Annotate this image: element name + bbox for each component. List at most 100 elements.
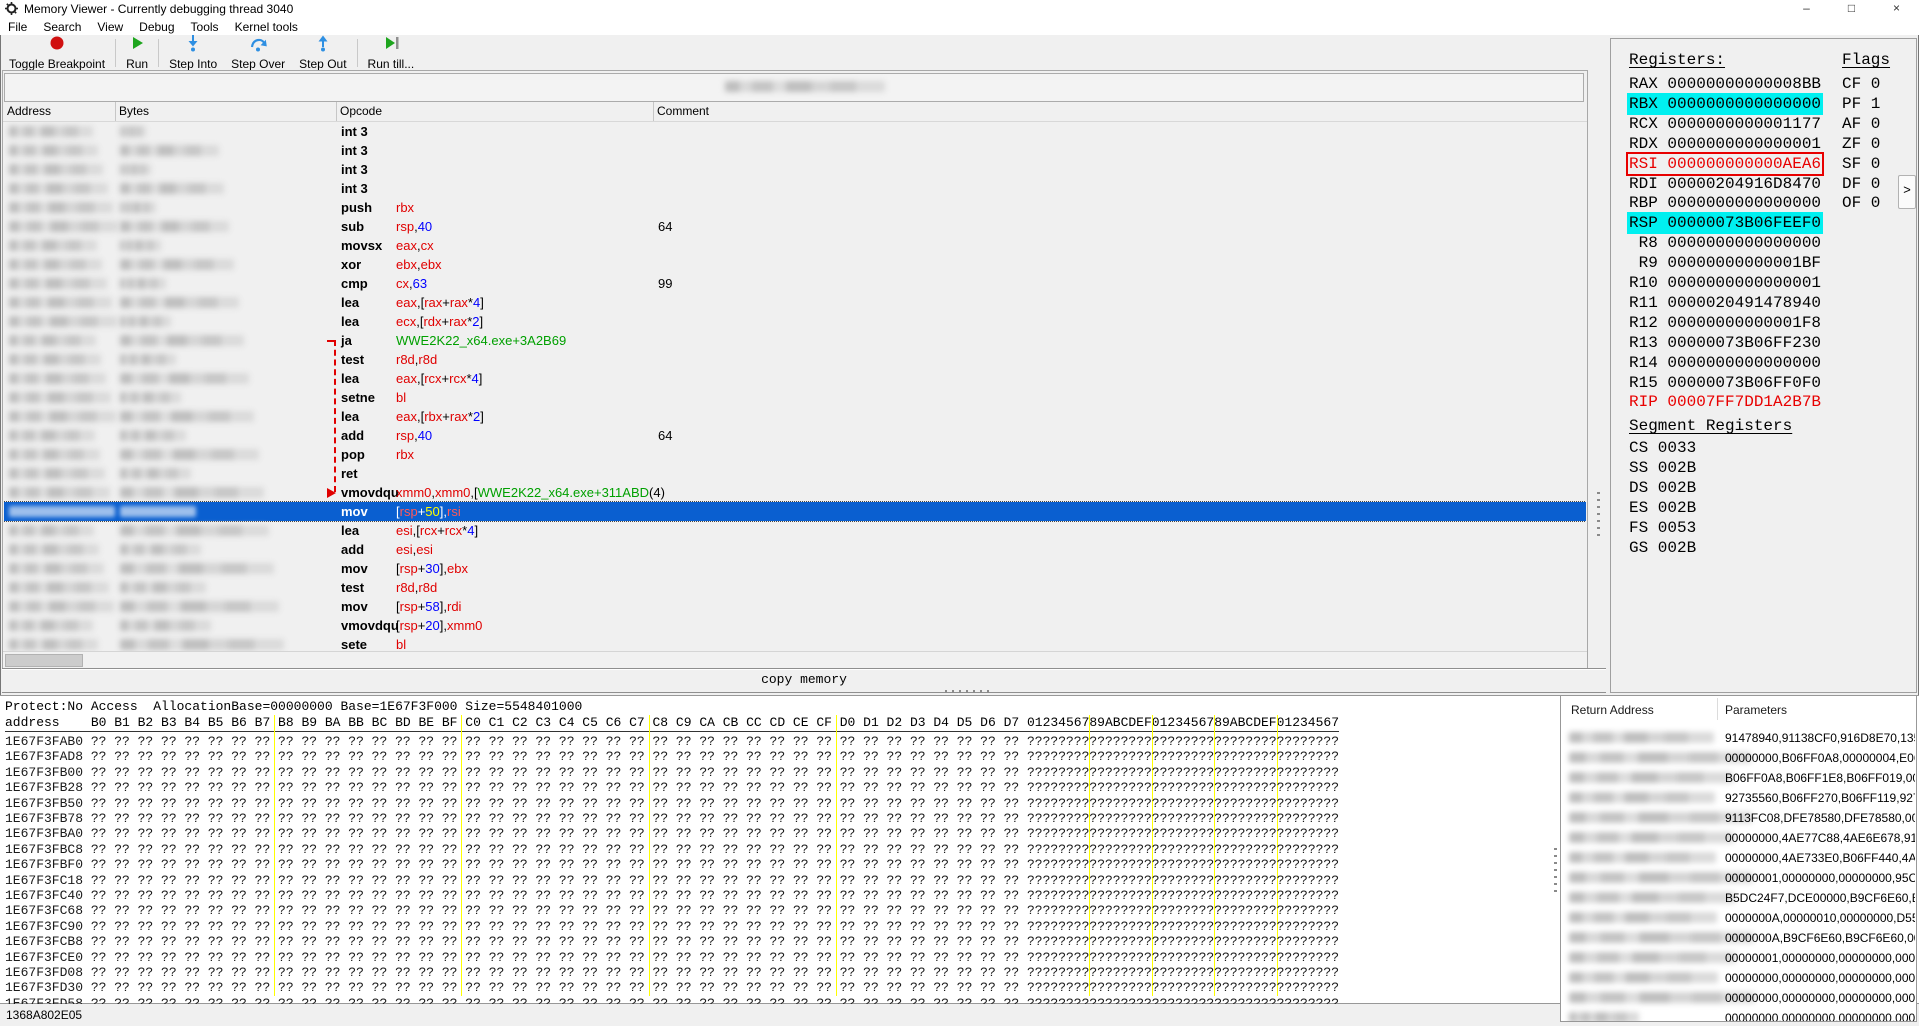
stack-row[interactable]: 00000000,00000000,00000000,0000... — [1561, 969, 1916, 989]
toolbar-button-step-over[interactable]: Step Over — [224, 36, 292, 71]
minimize-button[interactable]: – — [1803, 1, 1810, 15]
column-separator[interactable] — [653, 102, 654, 121]
register-row[interactable]: RBX 0000000000000000 — [1629, 94, 1822, 113]
memory-row[interactable]: 1E67F3FCB8 ?? ?? ?? ?? ?? ?? ?? ?? ?? ??… — [5, 934, 1339, 949]
register-row[interactable]: RDX 0000000000000001 — [1629, 135, 1821, 153]
stack-row[interactable]: 00000000,4AE733E0,B06FF440,4AE... — [1561, 849, 1916, 869]
memory-row[interactable]: 1E67F3FB00 ?? ?? ?? ?? ?? ?? ?? ?? ?? ??… — [5, 765, 1339, 780]
stack-row[interactable]: 0000000A,B9CF6E60,B9CF6E60,00... — [1561, 929, 1916, 949]
disasm-row[interactable]: add esi,esi — [4, 540, 1586, 559]
disasm-row[interactable]: xor ebx,ebx — [4, 255, 1586, 274]
segment-row[interactable]: ES 002B — [1629, 499, 1697, 517]
memory-row[interactable]: 1E67F3FD58 ?? ?? ?? ?? ?? ?? ?? ?? ?? ??… — [5, 996, 1339, 1004]
column-header-return-address[interactable]: Return Address — [1571, 703, 1654, 717]
memory-row[interactable]: 1E67F3FAB0 ?? ?? ?? ?? ?? ?? ?? ?? ?? ??… — [5, 734, 1339, 749]
stack-row[interactable]: 00000000,4AE77C88,4AE6E678,91... — [1561, 829, 1916, 849]
segment-row[interactable]: DS 002B — [1629, 479, 1697, 497]
menu-item-debug[interactable]: Debug — [139, 19, 175, 34]
stack-row[interactable]: 91478940,91138CF0,916D8E70,135... — [1561, 729, 1916, 749]
disasm-row[interactable]: cmp cx,63 99 — [4, 274, 1586, 293]
memory-row[interactable]: 1E67F3FC90 ?? ?? ?? ?? ?? ?? ?? ?? ?? ??… — [5, 919, 1339, 934]
column-header-comment[interactable]: Comment — [657, 104, 710, 118]
toolbar-button-run[interactable]: Run — [119, 36, 155, 71]
register-row[interactable]: R11 0000020491478940 — [1629, 294, 1821, 312]
register-row[interactable]: RDI 00000204916D8470 — [1629, 175, 1821, 193]
register-row[interactable]: RAX 00000000000008BB — [1629, 75, 1821, 93]
stack-row[interactable]: 9113FC08,DFE78580,DFE78580,000... — [1561, 809, 1916, 829]
column-separator[interactable] — [336, 102, 337, 121]
disasm-row[interactable]: add rsp,40 64 — [4, 426, 1586, 445]
stack-row[interactable]: 0000000A,00000010,00000000,D55... — [1561, 909, 1916, 929]
stack-row[interactable]: 00000000,00000000,00000000,0000... — [1561, 989, 1916, 1009]
register-row[interactable]: RSP 00000073B06FEEF0 — [1629, 214, 1822, 233]
memory-row[interactable]: 1E67F3FB78 ?? ?? ?? ?? ?? ?? ?? ?? ?? ??… — [5, 811, 1339, 826]
disasm-row[interactable]: ja WWE2K22_x64.exe+3A2B69 — [4, 331, 1586, 350]
disasm-row[interactable]: lea eax,[rax+rax*4] — [4, 293, 1586, 312]
disasm-row[interactable]: int 3 — [4, 160, 1586, 179]
menu-item-search[interactable]: Search — [43, 19, 82, 34]
flag-row[interactable]: SF 0 — [1842, 154, 1881, 173]
toolbar-button-step-into[interactable]: Step Into — [162, 35, 224, 71]
menu-item-view[interactable]: View — [97, 19, 124, 34]
disasm-row[interactable]: lea eax,[rbx+rax*2] — [4, 407, 1586, 426]
register-row[interactable]: R13 00000073B06FF230 — [1629, 334, 1821, 352]
toolbar-button-step-out[interactable]: Step Out — [292, 35, 353, 71]
column-header-address[interactable]: Address — [7, 104, 52, 118]
register-row[interactable]: R9 00000000000001BF — [1629, 254, 1821, 272]
register-row[interactable]: R15 00000073B06FF0F0 — [1629, 374, 1821, 392]
disasm-row[interactable]: int 3 — [4, 122, 1586, 141]
disasm-row[interactable]: ret — [4, 464, 1586, 483]
disasm-row[interactable]: movsx eax,cx — [4, 236, 1586, 255]
register-row[interactable]: R8 0000000000000000 — [1629, 234, 1821, 252]
flag-row[interactable]: AF 0 — [1842, 114, 1881, 133]
segment-row[interactable]: SS 002B — [1629, 459, 1697, 477]
memory-row[interactable]: 1E67F3FB50 ?? ?? ?? ?? ?? ?? ?? ?? ?? ??… — [5, 796, 1339, 811]
menu-item-file[interactable]: File — [8, 19, 28, 34]
splitter-grip-icon[interactable] — [1554, 848, 1557, 892]
copy-memory-button[interactable]: copy memory — [2, 668, 1606, 693]
register-row[interactable]: RSI 000000000000AEA6 — [1625, 151, 1825, 176]
segment-row[interactable]: GS 002B — [1629, 539, 1697, 557]
vertical-splitter[interactable] — [1590, 70, 1608, 668]
memory-row[interactable]: 1E67F3FC68 ?? ?? ?? ?? ?? ?? ?? ?? ?? ??… — [5, 903, 1339, 918]
maximize-button[interactable]: □ — [1847, 1, 1856, 15]
memory-row[interactable]: 1E67F3FBC8 ?? ?? ?? ?? ?? ?? ?? ?? ?? ??… — [5, 842, 1339, 857]
flag-row[interactable]: DF 0 — [1842, 174, 1881, 193]
register-row[interactable]: R10 0000000000000001 — [1629, 274, 1821, 292]
disasm-row[interactable]: sete bl — [4, 635, 1586, 651]
close-button[interactable]: × — [1892, 1, 1900, 15]
memory-row[interactable]: 1E67F3FBF0 ?? ?? ?? ?? ?? ?? ?? ?? ?? ??… — [5, 857, 1339, 872]
scrollbar-thumb[interactable] — [5, 654, 83, 667]
disasm-row[interactable]: mov [rsp+30],ebx — [4, 559, 1586, 578]
disasm-row[interactable]: lea esi,[rcx+rcx*4] — [4, 521, 1586, 540]
stack-row[interactable]: 00000001,00000000,00000000,95C... — [1561, 869, 1916, 889]
stack-row[interactable]: 92735560,B06FF270,B06FF119,927... — [1561, 789, 1916, 809]
register-row[interactable]: RBP 0000000000000000 — [1629, 194, 1821, 212]
disasm-row[interactable]: lea eax,[rcx+rcx*4] — [4, 369, 1586, 388]
column-separator[interactable] — [115, 102, 116, 121]
memory-row[interactable]: 1E67F3FCE0 ?? ?? ?? ?? ?? ?? ?? ?? ?? ??… — [5, 950, 1339, 965]
disasm-row[interactable]: sub rsp,40 64 — [4, 217, 1586, 236]
disasm-row[interactable]: pop rbx — [4, 445, 1586, 464]
flag-row[interactable]: CF 0 — [1842, 75, 1881, 93]
segment-row[interactable]: CS 0033 — [1629, 439, 1697, 457]
disasm-row[interactable]: setne bl — [4, 388, 1586, 407]
flag-row[interactable]: PF 1 — [1842, 94, 1881, 113]
register-row[interactable]: RIP 00007FF7DD1A2B7B — [1629, 393, 1821, 411]
stack-row[interactable]: 00000000,B06FF0A8,00000004,E06... — [1561, 749, 1916, 769]
menu-item-kernel-tools[interactable]: Kernel tools — [234, 19, 298, 34]
memory-row[interactable]: 1E67F3FC18 ?? ?? ?? ?? ?? ?? ?? ?? ?? ??… — [5, 873, 1339, 888]
menu-item-tools[interactable]: Tools — [190, 19, 219, 34]
flag-row[interactable]: OF 0 — [1842, 194, 1881, 213]
disasm-row[interactable]: lea ecx,[rdx+rax*2] — [4, 312, 1586, 331]
disasm-row[interactable]: test r8d,r8d — [4, 578, 1586, 597]
column-header-bytes[interactable]: Bytes — [119, 104, 150, 118]
expand-registers-button[interactable]: > — [1898, 175, 1916, 209]
memory-row[interactable]: 1E67F3FB28 ?? ?? ?? ?? ?? ?? ?? ?? ?? ??… — [5, 780, 1339, 795]
disasm-row[interactable]: push rbx — [4, 198, 1586, 217]
column-header-opcode[interactable]: Opcode — [340, 104, 383, 118]
register-row[interactable]: R14 0000000000000000 — [1629, 354, 1821, 372]
register-row[interactable]: R12 00000000000001F8 — [1629, 314, 1821, 332]
memory-row[interactable]: 1E67F3FD30 ?? ?? ?? ?? ?? ?? ?? ?? ?? ??… — [5, 980, 1339, 995]
column-header-parameters[interactable]: Parameters — [1725, 703, 1788, 717]
